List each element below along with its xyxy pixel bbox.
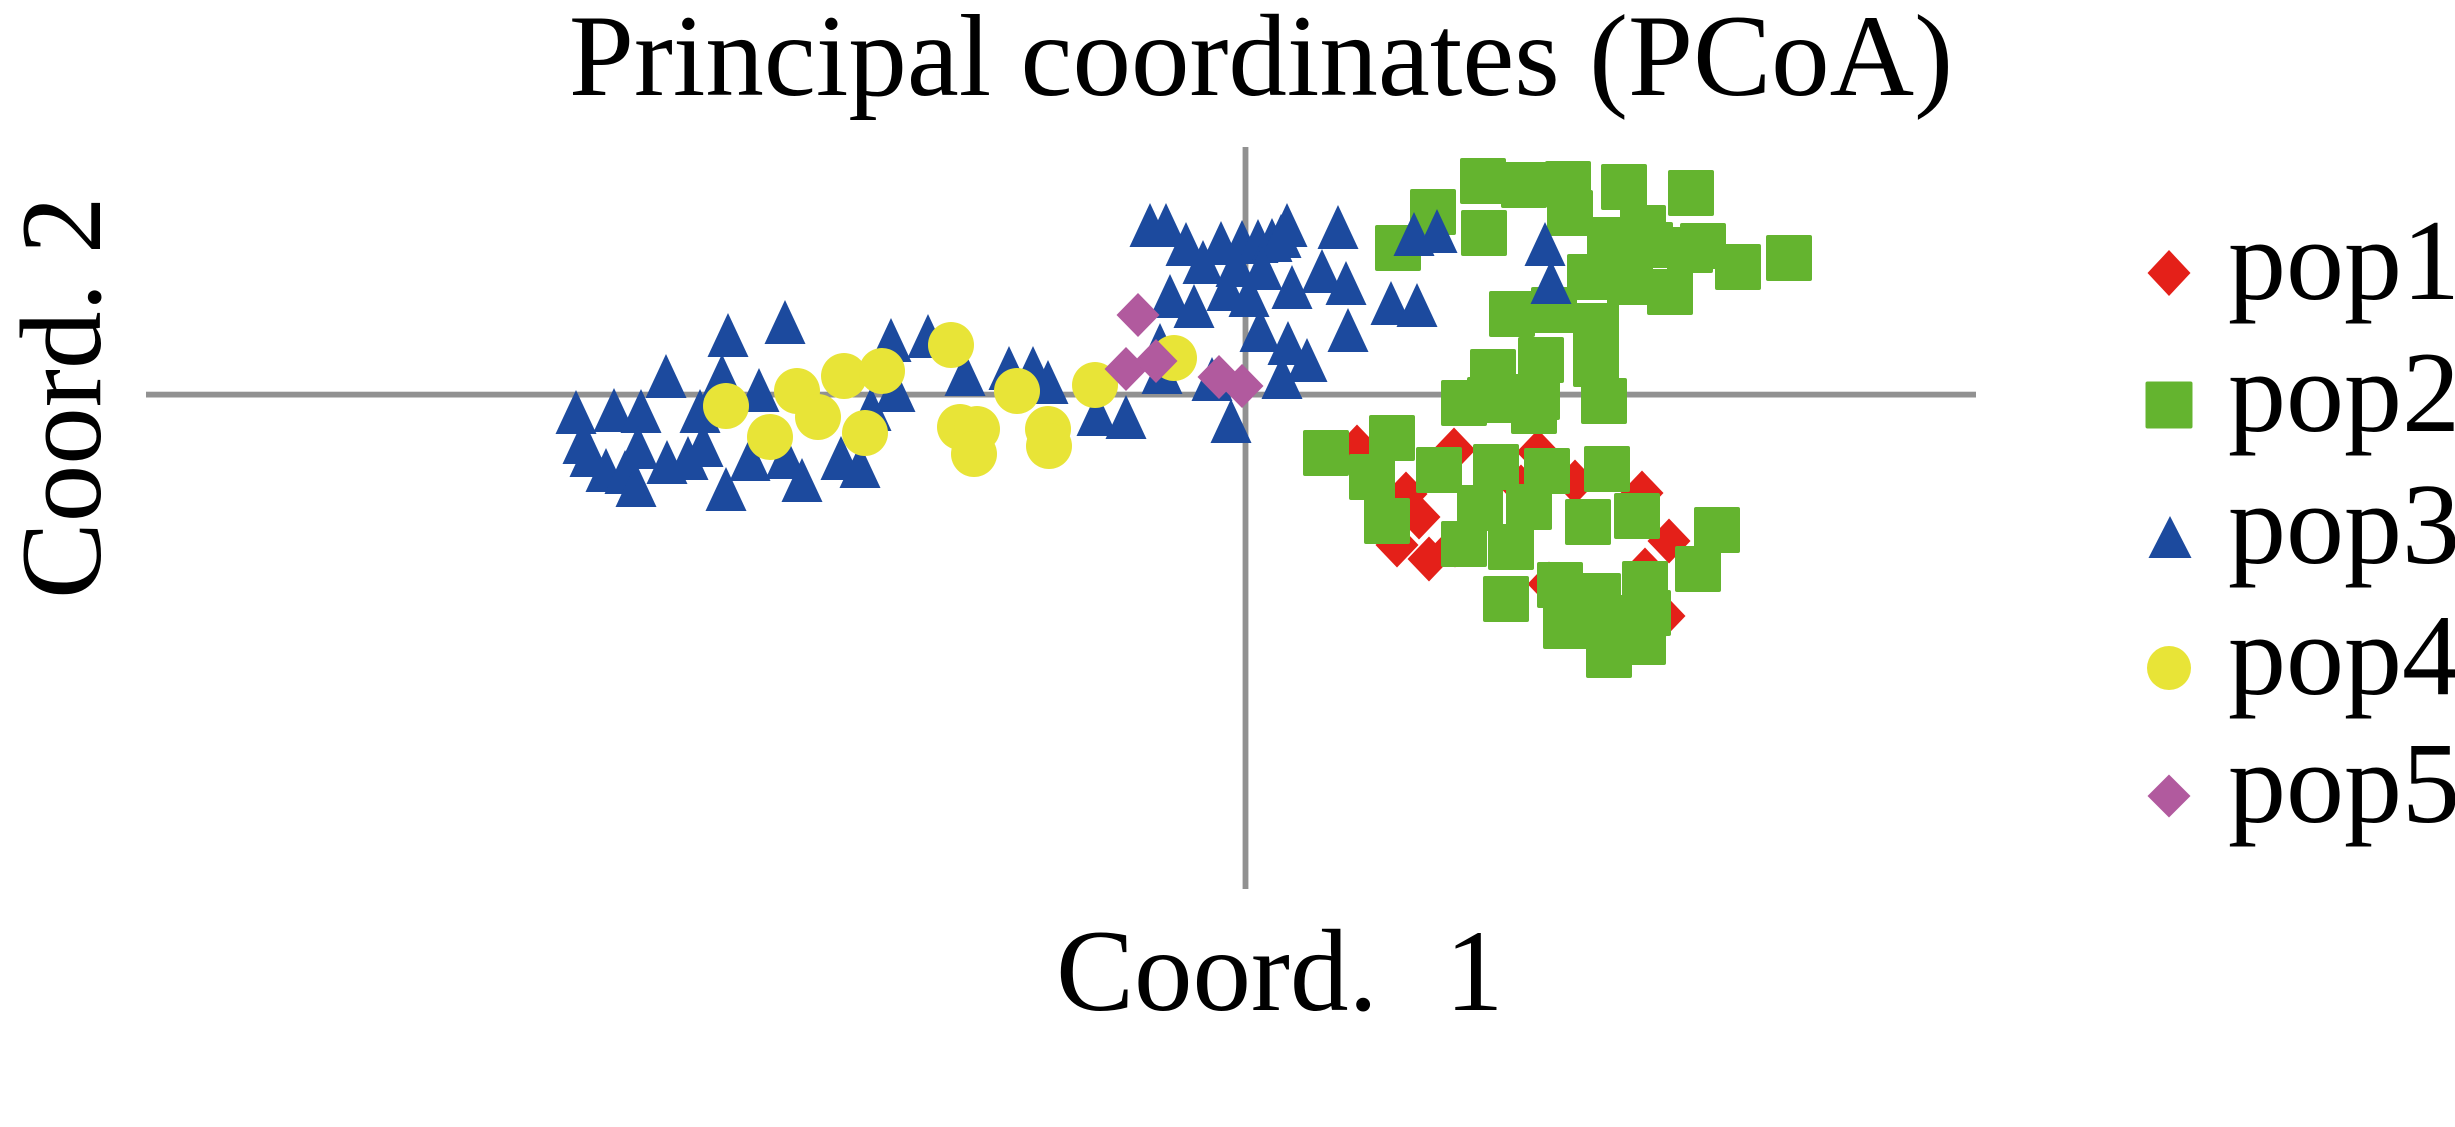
svg-text:1: 1 — [1445, 907, 1504, 1036]
svg-text:pop5: pop5 — [2228, 720, 2455, 848]
svg-text:pop1: pop1 — [2228, 197, 2455, 325]
svg-text:pop2: pop2 — [2228, 329, 2455, 457]
svg-text:Principal coordinates (PCoA): Principal coordinates (PCoA) — [569, 0, 1953, 121]
svg-text:Coord.: Coord. — [1056, 907, 1378, 1036]
svg-text:pop3: pop3 — [2228, 461, 2455, 589]
svg-text:Coord. 2: Coord. 2 — [0, 197, 125, 600]
svg-text:pop4: pop4 — [2228, 592, 2455, 720]
